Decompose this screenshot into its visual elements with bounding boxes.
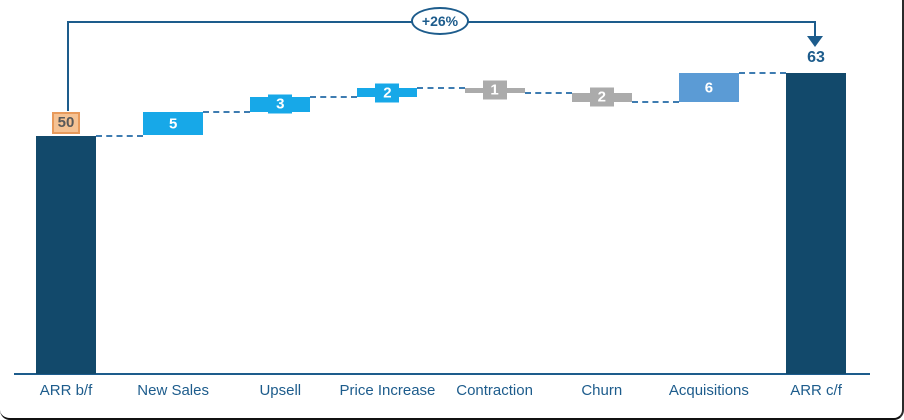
connector-line — [96, 134, 144, 137]
category-label: Price Increase — [339, 382, 436, 399]
category-label: Churn — [581, 382, 623, 399]
bar-value-label: 1 — [482, 80, 507, 100]
bar-upsell: 3 — [250, 94, 311, 114]
connector-line — [524, 91, 572, 94]
start-value-tag: 50 — [52, 111, 80, 134]
connector-line — [417, 86, 465, 89]
bar-value-label: 2 — [375, 83, 400, 103]
connector-line — [310, 96, 358, 99]
bar-price-increase: 2 — [357, 83, 418, 103]
category-label: ARR b/f — [39, 382, 93, 399]
end-value-label: 63 — [807, 49, 825, 67]
category-label: Contraction — [456, 382, 533, 399]
growth-arrow-left-segment — [67, 21, 69, 111]
bar-new-sales: 5 — [143, 111, 204, 136]
category-label: Acquisitions — [668, 382, 749, 399]
category-label: Upsell — [259, 382, 302, 399]
bar-value-label: 3 — [268, 94, 293, 114]
category-label: ARR c/f — [790, 382, 842, 399]
x-axis-line — [14, 373, 870, 375]
growth-badge: +26% — [411, 7, 469, 35]
connector-line — [631, 101, 679, 104]
bar-arr-c-f — [786, 73, 847, 374]
bar-arr-b-f — [36, 135, 96, 374]
connector-line — [203, 110, 251, 113]
bar-churn: 2 — [571, 87, 632, 107]
bar-contraction: 1 — [464, 80, 525, 100]
bar-value-label: 6 — [696, 78, 721, 98]
bar-value-label: 5 — [161, 114, 186, 134]
growth-badge-label: +26% — [421, 13, 459, 29]
category-label: New Sales — [137, 382, 209, 399]
bar-acquisitions: 6 — [678, 73, 739, 103]
growth-arrow-head-icon — [807, 36, 823, 47]
growth-arrow-right-segment — [814, 21, 816, 37]
connector-line — [738, 72, 787, 75]
bar-value-label: 2 — [589, 87, 614, 107]
